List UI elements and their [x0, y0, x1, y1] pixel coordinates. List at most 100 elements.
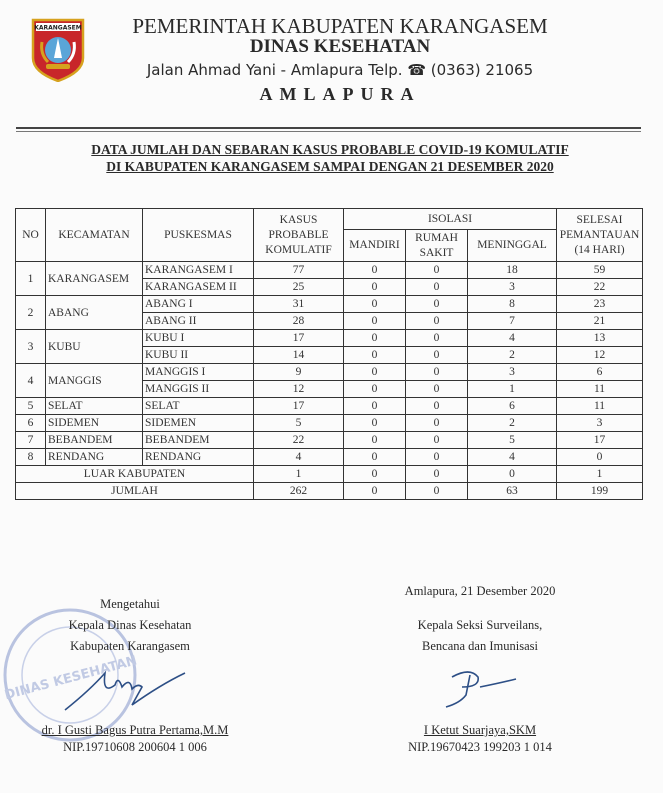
cell-mandiri: 0	[343, 312, 406, 330]
right-signatory-name: I Ketut Suarjaya,SKM	[423, 723, 537, 737]
left-signature	[64, 670, 186, 711]
cell-meninggal: 3	[466, 278, 558, 296]
karangasem-logo: KARANGASEM	[31, 18, 85, 82]
cell-meninggal: 2	[466, 414, 558, 432]
letterhead-divider-thin	[16, 131, 641, 132]
right-signatory: I Ketut Suarjaya,SKM NIP.19670423 199203…	[370, 720, 590, 758]
document-title-line1: DATA JUMLAH DAN SEBARAN KASUS PROBABLE C…	[40, 142, 620, 158]
table-row: 6 SIDEMEN SIDEMEN 5 0 0 2 3	[15, 414, 644, 432]
cell-total-label: LUAR KABUPATEN	[15, 465, 254, 483]
cell-rumah-sakit: 0	[405, 431, 468, 449]
header-meninggal: MENINGGAL	[466, 229, 558, 262]
cell-puskesmas: SIDEMEN	[142, 414, 254, 432]
cell-selesai: 0	[556, 448, 644, 466]
cell-rumah-sakit: 0	[405, 312, 468, 330]
table-row: 7 BEBANDEM BEBANDEM 22 0 0 5 17	[15, 431, 644, 449]
cell-selesai: 6	[556, 363, 644, 381]
cell-meninggal: 3	[466, 363, 558, 381]
cell-mandiri: 0	[343, 465, 406, 483]
cell-puskesmas: KARANGASEM I	[142, 261, 254, 279]
cell-kecamatan: KUBU	[45, 329, 143, 364]
cell-puskesmas: ABANG II	[142, 312, 254, 330]
cell-puskesmas: ABANG I	[142, 295, 254, 313]
cell-no: 1	[15, 261, 46, 296]
cell-puskesmas: RENDANG	[142, 448, 254, 466]
cell-puskesmas: KARANGASEM II	[142, 278, 254, 296]
cell-rumah-sakit: 0	[405, 295, 468, 313]
cell-no: 5	[15, 397, 46, 415]
cell-kasus: 262	[253, 482, 344, 500]
left-sign-line3: Kabupaten Karangasem	[70, 639, 190, 653]
cell-mandiri: 0	[343, 482, 406, 500]
table-row: ABANG II 28 0 0 7 21	[16, 312, 644, 330]
cell-meninggal: 4	[466, 329, 558, 347]
cell-selesai: 17	[556, 431, 644, 449]
cell-kasus: 17	[253, 397, 344, 415]
cell-selesai: 13	[556, 329, 644, 347]
cell-kasus: 77	[253, 261, 344, 279]
cell-rumah-sakit: 0	[405, 380, 468, 398]
cell-meninggal: 18	[466, 261, 558, 279]
cell-kecamatan: ABANG	[45, 295, 143, 330]
cell-kecamatan: MANGGIS	[45, 363, 143, 398]
header-kecamatan: KECAMATAN	[45, 208, 143, 262]
cell-meninggal: 4	[466, 448, 558, 466]
cell-selesai: 12	[556, 346, 644, 364]
header-puskesmas: PUSKESMAS	[142, 208, 254, 262]
cell-no: 4	[15, 363, 46, 398]
letterhead-government: PEMERINTAH KABUPATEN KARANGASEM	[132, 14, 548, 38]
cell-mandiri: 0	[343, 414, 406, 432]
header-rumah-sakit: RUMAH SAKIT	[405, 229, 468, 262]
cell-kecamatan: BEBANDEM	[45, 431, 143, 449]
table-row: 1 KARANGASEM KARANGASEM I 77 0 0 18 59	[15, 261, 644, 296]
cell-kasus: 4	[253, 448, 344, 466]
cell-meninggal: 0	[466, 465, 558, 483]
cell-meninggal: 63	[466, 482, 558, 500]
cell-kasus: 28	[253, 312, 344, 330]
cell-no: 2	[15, 295, 46, 330]
cell-mandiri: 0	[343, 380, 406, 398]
cell-meninggal: 1	[466, 380, 558, 398]
cell-mandiri: 0	[343, 295, 406, 313]
table-row: KUBU II 14 0 0 2 12	[16, 346, 644, 364]
cell-meninggal: 7	[466, 312, 558, 330]
letterhead-department: DINAS KESEHATAN	[249, 36, 431, 57]
cell-kecamatan: KARANGASEM	[45, 261, 143, 296]
right-signature	[445, 671, 517, 708]
cell-selesai: 22	[556, 278, 644, 296]
right-sign-line2: Bencana dan Imunisasi	[422, 639, 538, 653]
cell-puskesmas: SELAT	[142, 397, 254, 415]
header-kasus: KASUS PROBABLE KOMULATIF	[253, 208, 344, 262]
cell-puskesmas: MANGGIS II	[142, 380, 254, 398]
cell-rumah-sakit: 0	[405, 329, 468, 347]
cell-kasus: 5	[253, 414, 344, 432]
table-row: 8 RENDANG RENDANG 4 0 0 4 0	[15, 448, 644, 466]
left-signatory-name: dr. I Gusti Bagus Putra Pertama,M.M	[41, 723, 229, 737]
table-row: 2 ABANG ABANG I 31 0 0 8 23	[15, 295, 644, 330]
svg-text:KARANGASEM: KARANGASEM	[34, 25, 82, 32]
cell-puskesmas: MANGGIS I	[142, 363, 254, 381]
cell-mandiri: 0	[343, 363, 406, 381]
cell-rumah-sakit: 0	[405, 414, 468, 432]
cell-selesai: 1	[556, 465, 644, 483]
cell-kasus: 17	[253, 329, 344, 347]
cell-puskesmas: KUBU I	[142, 329, 254, 347]
cell-selesai: 23	[556, 295, 644, 313]
left-sign-line2: Kepala Dinas Kesehatan	[68, 618, 192, 632]
cell-kasus: 9	[253, 363, 344, 381]
cell-mandiri: 0	[343, 346, 406, 364]
cell-kasus: 14	[253, 346, 344, 364]
cell-selesai: 11	[556, 380, 644, 398]
cell-selesai: 199	[556, 482, 644, 500]
total-row: JUMLAH 262 0 0 63 199	[15, 482, 644, 500]
cell-kasus: 22	[253, 431, 344, 449]
cell-kasus: 1	[253, 465, 344, 483]
header-selesai: SELESAI PEMANTAUAN (14 HARI)	[556, 208, 644, 262]
cell-selesai: 3	[556, 414, 644, 432]
covid-cases-table: NO KECAMATAN PUSKESMAS KASUS PROBABLE KO…	[15, 208, 644, 500]
cell-mandiri: 0	[343, 278, 406, 296]
cell-puskesmas: BEBANDEM	[142, 431, 254, 449]
cell-no: 3	[15, 329, 46, 364]
cell-selesai: 11	[556, 397, 644, 415]
